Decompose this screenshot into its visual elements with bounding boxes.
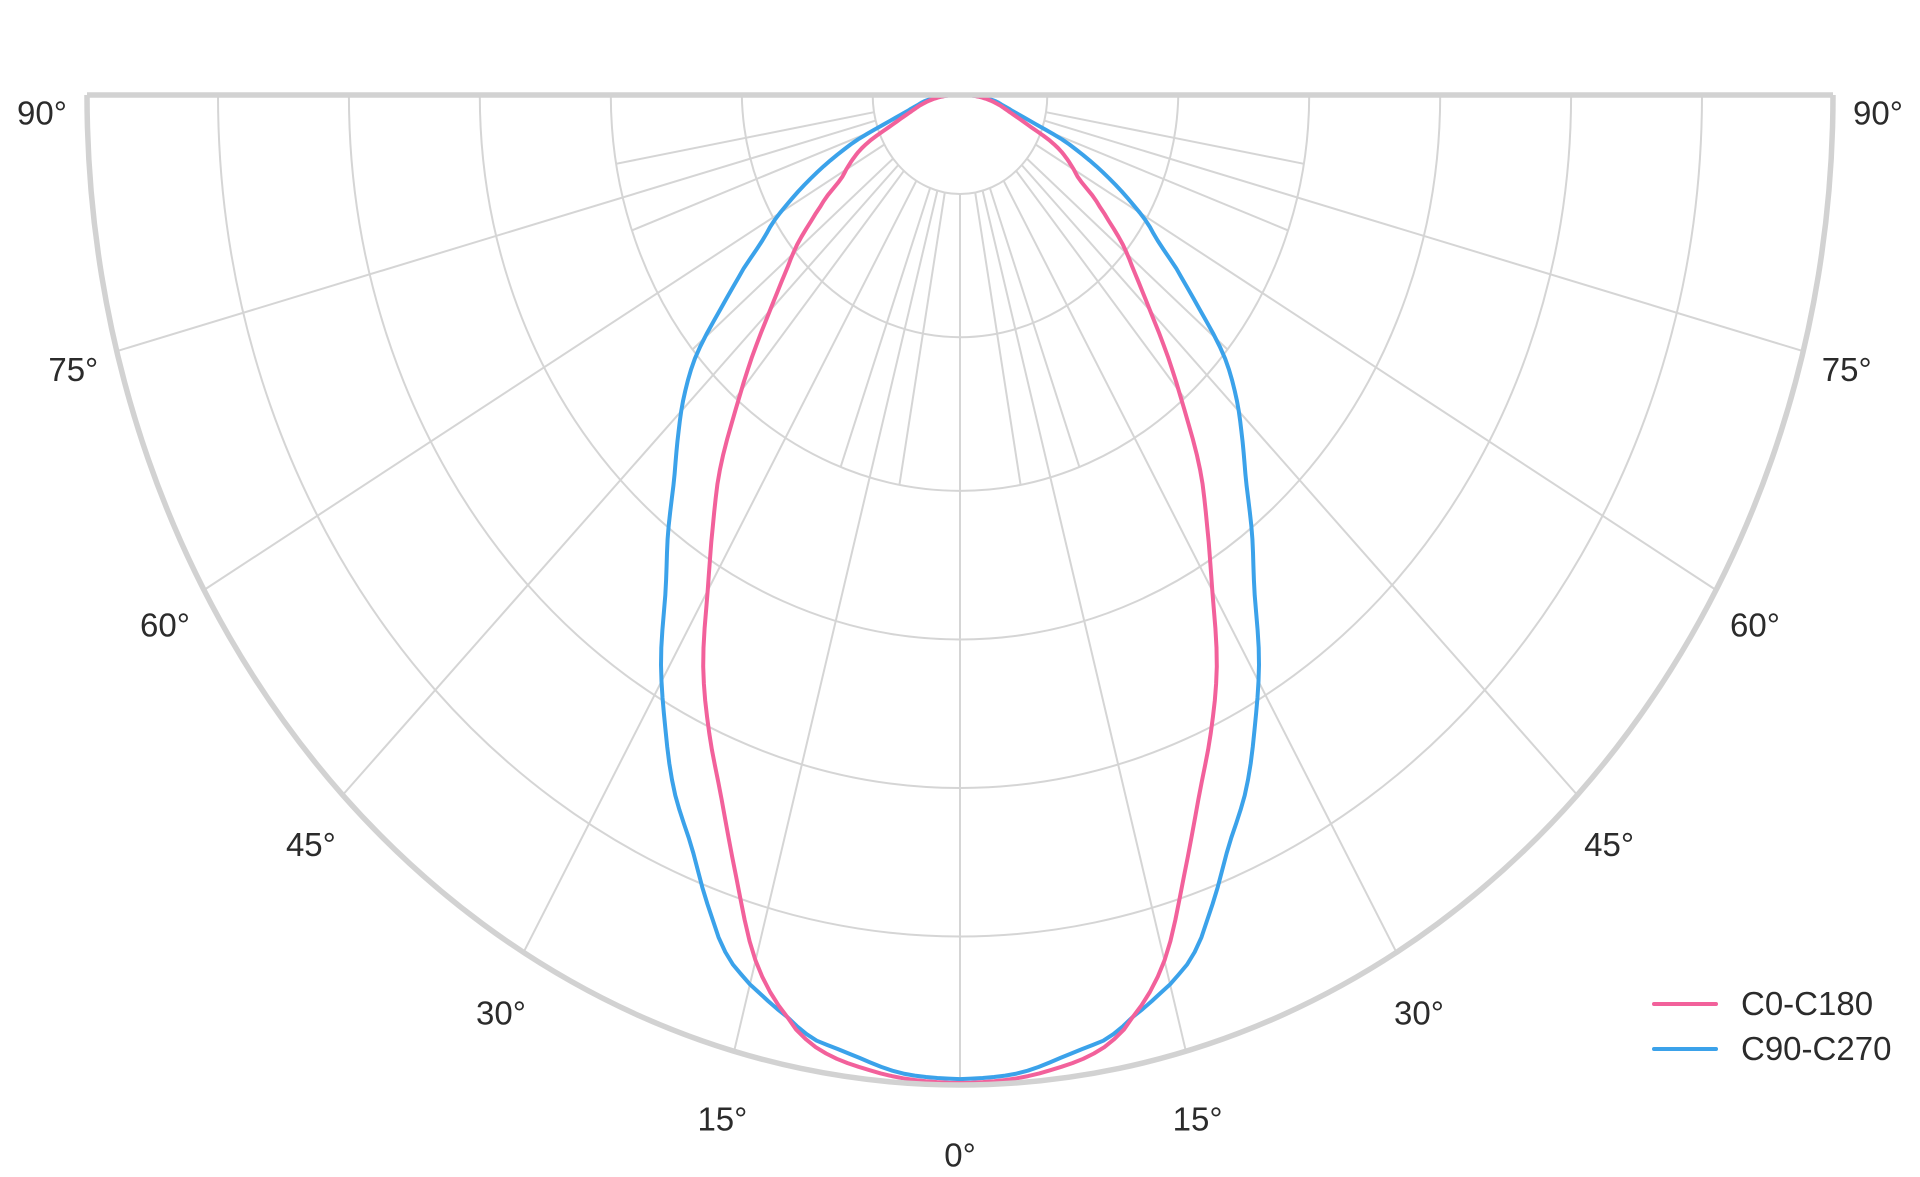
angle-label-30-right: 30° <box>1394 995 1444 1032</box>
grid-spoke-major-right <box>1044 119 1804 353</box>
angle-label-45-right: 45° <box>1584 826 1634 863</box>
angle-label-45-left: 45° <box>286 826 336 863</box>
angle-label-15-right: 15° <box>1173 1100 1223 1137</box>
grid-spoke-major-right <box>1002 180 1398 953</box>
grid-spoke-minor <box>1041 127 1289 232</box>
angle-label-15-left: 15° <box>697 1100 747 1137</box>
legend-swatch-c0-c180-line <box>1652 1002 1718 1006</box>
grid-spoke-minor <box>734 170 905 399</box>
grid-spoke-minor <box>1045 111 1305 165</box>
grid-spoke-major-left <box>522 180 918 953</box>
angle-label-60-left: 60° <box>140 607 190 644</box>
angle-label-90-left: 90° <box>17 95 67 132</box>
outline-outer-arc <box>84 94 1836 1088</box>
grid-spoke-major-right <box>1020 164 1579 796</box>
grid-spoke-minor <box>839 187 932 468</box>
legend-item-c0-c180: C0-C180 <box>1652 985 1891 1023</box>
angle-label-90-right: 90° <box>1853 95 1903 132</box>
grid-spoke-major-left <box>203 143 885 591</box>
angle-label-0: 0° <box>944 1137 976 1174</box>
grid-spoke-minor <box>1015 170 1186 399</box>
grid-spoke-minor <box>631 127 879 232</box>
grid-spoke-minor <box>615 111 875 165</box>
legend-item-c90-c270: C90-C270 <box>1652 1030 1891 1068</box>
grid-spoke-major-left <box>733 190 939 1052</box>
curve-c90-c270 <box>659 93 1261 1082</box>
grid-spoke-minor <box>898 192 946 486</box>
angle-label-75-left: 75° <box>48 351 98 388</box>
legend-label-c0-c180: C0-C180 <box>1741 985 1874 1022</box>
grid-spoke-major-left <box>341 164 900 796</box>
grid-spoke-minor <box>974 192 1022 486</box>
legend: C0-C180 C90-C270 <box>1652 985 1891 1075</box>
polar-grid <box>116 94 1804 1085</box>
angle-labels: 0° 15° 15° 30° 30° 45° 45° 60° 60° 75° 75° 90° 90° <box>17 95 1903 1174</box>
grid-spoke-major-left <box>116 119 876 353</box>
grid-spoke-major-right <box>1035 143 1717 591</box>
angle-label-60-right: 60° <box>1730 607 1780 644</box>
grid-spoke-major-right <box>981 190 1187 1052</box>
angle-label-75-right: 75° <box>1822 351 1872 388</box>
polar-outline <box>84 92 1836 1088</box>
legend-label-c90-c270: C90-C270 <box>1741 1030 1892 1067</box>
grid-spoke-minor <box>988 187 1081 468</box>
angle-label-30-left: 30° <box>476 995 526 1032</box>
legend-swatch-c90-c270-line <box>1652 1047 1718 1051</box>
